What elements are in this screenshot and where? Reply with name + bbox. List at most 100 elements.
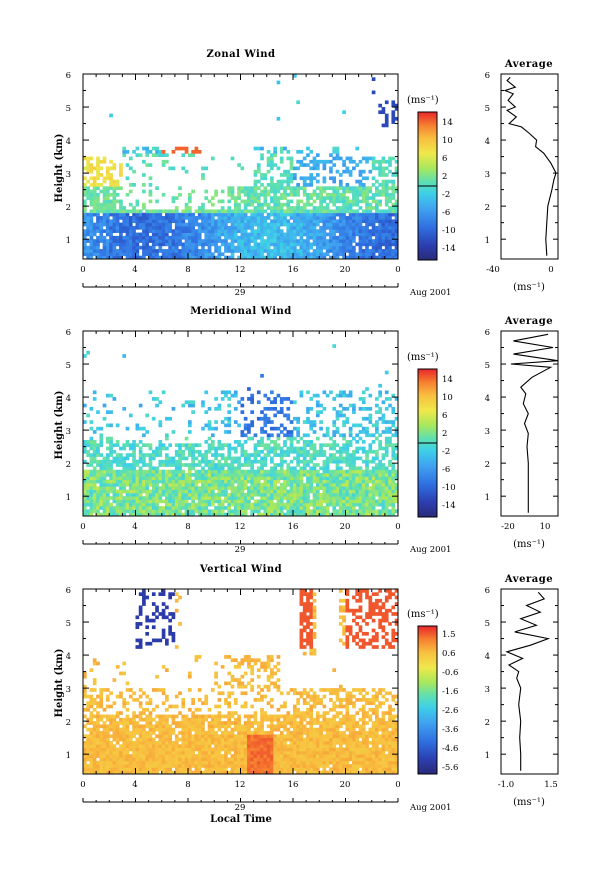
- heatmap-cell: [358, 466, 363, 471]
- heatmap-cell: [96, 492, 100, 497]
- heatmap-cell: [375, 430, 379, 434]
- heatmap-cell: [391, 255, 396, 260]
- heatmap-cell: [286, 229, 291, 233]
- heatmap-cell: [230, 245, 235, 250]
- heatmap-cell: [230, 459, 235, 464]
- y-tick-label: 6: [66, 71, 71, 81]
- heatmap-cell: [348, 453, 353, 457]
- heatmap-cell: [125, 509, 130, 514]
- heatmap-cell: [378, 235, 382, 240]
- heatmap-cell: [319, 189, 323, 194]
- heatmap-cell: [273, 397, 277, 401]
- heatmap-cell: [142, 426, 146, 431]
- heatmap-cell: [381, 420, 386, 424]
- heatmap-cell: [96, 661, 100, 666]
- heatmap-cell: [286, 173, 291, 177]
- heatmap-cell: [184, 400, 189, 405]
- heatmap-cell: [250, 252, 255, 257]
- heatmap-cell: [306, 489, 310, 494]
- heatmap-cell: [217, 489, 222, 494]
- heatmap-cell: [188, 502, 192, 507]
- heatmap-cell: [89, 482, 94, 487]
- heatmap-cell: [178, 469, 182, 474]
- heatmap-cell: [138, 734, 143, 739]
- heatmap-cell: [293, 232, 297, 237]
- heatmap-cell: [135, 737, 140, 742]
- heatmap-cell: [224, 209, 228, 214]
- heatmap-cell: [99, 476, 104, 481]
- heatmap-cell: [358, 179, 363, 184]
- heatmap-cell: [105, 717, 110, 722]
- heatmap-cell: [332, 222, 337, 227]
- heatmap-cell: [105, 232, 110, 237]
- heatmap-cell: [352, 512, 356, 517]
- heatmap-cell: [224, 423, 228, 428]
- heatmap-cell: [99, 486, 104, 490]
- heatmap-cell: [381, 453, 386, 457]
- heatmap-cell: [109, 436, 113, 441]
- heatmap-cell: [119, 235, 123, 240]
- heatmap-cell: [263, 245, 268, 250]
- heatmap-cell: [247, 219, 251, 224]
- heatmap-cell: [332, 430, 337, 434]
- heatmap-cell: [191, 239, 195, 243]
- heatmap-cell: [375, 199, 379, 204]
- heatmap-cell: [125, 701, 130, 706]
- heatmap-cell: [338, 403, 343, 408]
- heatmap-cell: [355, 440, 360, 444]
- heatmap-cell: [348, 212, 353, 217]
- heatmap-cell: [394, 169, 399, 174]
- heatmap-cell: [273, 232, 277, 237]
- heatmap-cell: [306, 196, 310, 200]
- heatmap-cell: [348, 492, 353, 497]
- heatmap-cell: [338, 242, 343, 247]
- heatmap-cell: [243, 479, 248, 484]
- heatmap-cell: [306, 232, 310, 237]
- heatmap-cell: [361, 249, 366, 253]
- heatmap-cell: [191, 512, 195, 517]
- heatmap-cell: [181, 476, 186, 481]
- heatmap-cell: [348, 156, 353, 161]
- heatmap-cell: [99, 463, 104, 467]
- heatmap-cell: [178, 482, 182, 487]
- heatmap-cell: [119, 479, 123, 484]
- heatmap-cell: [220, 512, 225, 517]
- heatmap-cell: [260, 176, 264, 181]
- heatmap-cell: [312, 216, 317, 220]
- heatmap-cell: [378, 433, 382, 438]
- heatmap-cell: [338, 199, 343, 204]
- heatmap-cell: [352, 159, 356, 164]
- heatmap-cell: [132, 698, 136, 702]
- heatmap-cell: [217, 459, 222, 464]
- heatmap-cell: [158, 506, 163, 510]
- heatmap-cell: [188, 255, 192, 260]
- average-y-tick: 2: [485, 203, 490, 213]
- heatmap-cell: [230, 473, 235, 477]
- heatmap-cell: [142, 159, 146, 164]
- heatmap-cell: [151, 482, 156, 487]
- heatmap-cell: [348, 506, 353, 510]
- heatmap-cell: [125, 688, 130, 692]
- heatmap-cell: [230, 463, 235, 467]
- heatmap-cell: [220, 199, 225, 204]
- heatmap-cell: [394, 225, 399, 230]
- heatmap-cell: [207, 486, 212, 490]
- heatmap-cell: [83, 512, 87, 517]
- heatmap-cell: [371, 509, 376, 514]
- heatmap-cell: [86, 701, 90, 706]
- heatmap-cell: [384, 482, 389, 487]
- heatmap-cell: [105, 698, 110, 702]
- heatmap-cell: [315, 413, 320, 418]
- heatmap-cell: [145, 149, 150, 154]
- heatmap-cell: [270, 446, 274, 451]
- heatmap-cell: [155, 506, 159, 510]
- heatmap-cell: [142, 469, 146, 474]
- heatmap-cell: [302, 222, 307, 227]
- heatmap-cell: [388, 479, 392, 484]
- heatmap-cell: [263, 229, 268, 233]
- heatmap-cell: [214, 449, 218, 454]
- heatmap-cell: [217, 212, 222, 217]
- heatmap-cell: [230, 469, 235, 474]
- heatmap-cell: [122, 473, 127, 477]
- heatmap-cell: [224, 235, 228, 240]
